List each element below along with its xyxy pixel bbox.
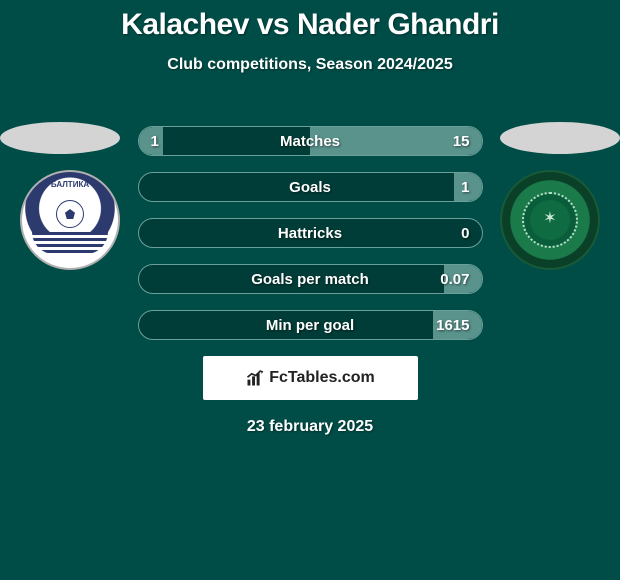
stat-value-right: 1615	[436, 311, 469, 340]
page-title: Kalachev vs Nader Ghandri	[0, 8, 620, 42]
chart-icon	[245, 368, 265, 388]
stat-label: Hattricks	[139, 219, 482, 248]
stat-row: Min per goal 1615	[138, 310, 483, 340]
stat-label: Matches	[139, 127, 482, 156]
pentagon-icon	[65, 209, 75, 219]
stat-value-right: 1	[461, 173, 469, 202]
ball-icon	[56, 200, 84, 228]
stat-row: 1 Matches 15	[138, 126, 483, 156]
stat-row: Goals 1	[138, 172, 483, 202]
badge-baltika-inner: БАЛТИКА	[32, 182, 108, 258]
badge-text: БАЛТИКА	[32, 180, 108, 189]
stripes-icon	[32, 232, 108, 254]
club-badge-right: ✶	[500, 170, 600, 270]
stat-value-right: 15	[453, 127, 470, 156]
stat-label: Min per goal	[139, 311, 482, 340]
badge-terek-core: ✶	[530, 200, 570, 240]
club-badge-left: БАЛТИКА	[20, 170, 120, 270]
stat-row: Hattricks 0	[138, 218, 483, 248]
stat-value-right: 0.07	[440, 265, 469, 294]
stat-label: Goals	[139, 173, 482, 202]
player-shadow-left	[0, 122, 120, 154]
stat-value-right: 0	[461, 219, 469, 248]
date-text: 23 february 2025	[0, 418, 620, 436]
comparison-card: Kalachev vs Nader Ghandri Club competiti…	[0, 0, 620, 436]
subtitle: Club competitions, Season 2024/2025	[0, 56, 620, 74]
badge-terek-ring: ✶	[522, 192, 578, 248]
stat-row: Goals per match 0.07	[138, 264, 483, 294]
player-shadow-right	[500, 122, 620, 154]
stat-label: Goals per match	[139, 265, 482, 294]
brand-text: FcTables.com	[269, 369, 375, 387]
brand-box[interactable]: FcTables.com	[203, 356, 418, 400]
stats-list: 1 Matches 15 Goals 1 Hattricks 0 Goals p…	[138, 126, 483, 340]
star-icon: ✶	[539, 208, 561, 230]
